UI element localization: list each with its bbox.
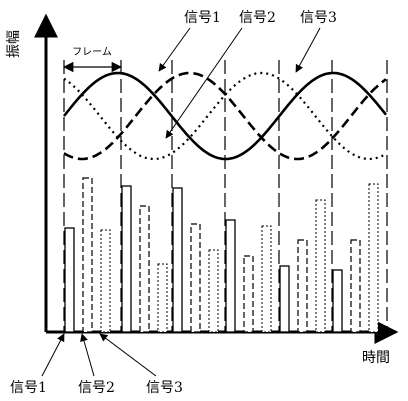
bar-signal1-frame2 xyxy=(121,185,132,333)
pointer-signal2 xyxy=(165,27,243,139)
bar-signal3-frame2 xyxy=(157,263,168,333)
bar-signal2-frame5 xyxy=(297,239,308,333)
pointer-signal3 xyxy=(295,27,321,73)
wave-signal3 xyxy=(63,71,387,161)
bar-signal1-frame3 xyxy=(172,187,183,333)
wave-signal1 xyxy=(62,71,388,161)
top-label-signal2: 信号2 xyxy=(239,10,276,26)
bar-signal3-frame4 xyxy=(261,225,272,333)
top-label-signal1: 信号1 xyxy=(184,10,221,26)
bar-signal2-frame4 xyxy=(243,255,254,333)
bar-signal3-frame3 xyxy=(208,249,219,333)
y-axis-label: 振幅 xyxy=(6,30,22,58)
bottom-pointer-signal2 xyxy=(80,333,95,377)
bar-signal3-frame6 xyxy=(368,183,379,333)
frame-boundaries xyxy=(63,60,388,332)
x-axis-label: 時間 xyxy=(362,350,390,366)
bar-signal2-frame6 xyxy=(350,239,361,333)
bar-signal1-frame5 xyxy=(279,265,290,333)
bar-signal2-frame2 xyxy=(139,205,150,333)
bottom-label-signal2: 信号2 xyxy=(78,380,115,396)
bars xyxy=(64,177,379,333)
bar-signal3-frame1 xyxy=(100,229,111,333)
bar-signal1-frame1 xyxy=(64,227,75,333)
bar-signal2-frame3 xyxy=(190,223,201,333)
bar-signal1-frame4 xyxy=(225,219,236,333)
frame-label: フレーム xyxy=(72,46,112,58)
bottom-pointer-signal3 xyxy=(99,333,157,377)
bottom-pointer-signal1 xyxy=(41,333,65,377)
bar-signal2-frame1 xyxy=(82,177,93,333)
waveforms xyxy=(62,71,388,161)
pointer-signal1 xyxy=(158,27,191,72)
bar-signal1-frame6 xyxy=(332,269,343,333)
bottom-label-signal3: 信号3 xyxy=(146,380,183,396)
bottom-label-signal1: 信号1 xyxy=(10,380,47,396)
top-label-signal3: 信号3 xyxy=(300,10,337,26)
bar-signal3-frame5 xyxy=(315,199,326,333)
